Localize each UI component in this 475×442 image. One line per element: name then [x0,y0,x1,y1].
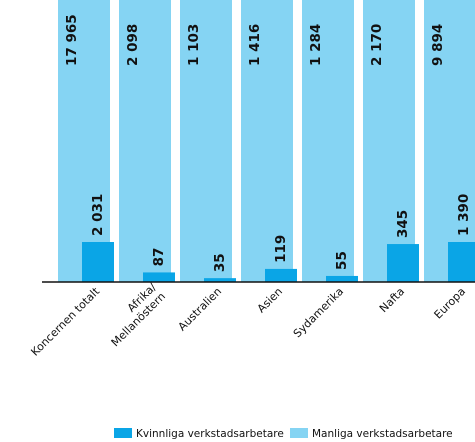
male-bar-europa [424,0,475,282]
female-value-label-australien: 35 [212,253,228,272]
female-bar-australien [204,278,236,282]
female-bar-nafta [387,244,419,282]
category-label-europa: Europa [432,285,469,322]
female-bar-asien [265,268,297,282]
category-label-nafta: Nafta [377,285,407,315]
legend: Kvinnliga verkstadsarbetare Manliga verk… [114,428,453,440]
male-bar-nafta [363,0,415,282]
female-value-label-nafta: 345 [395,210,411,238]
female-value-labels: 2 031 87 35 119 55 345 1 390 [90,194,472,272]
male-bar-afrika-mellanöstern [119,0,171,282]
male-value-label-australien: 1 103 [186,24,202,66]
male-value-label-sydamerika: 1 284 [308,24,324,66]
male-value-labels: 17 965 2 098 1 103 1 416 1 284 2 170 9 894 [64,14,446,66]
legend-swatch-female [114,428,132,438]
female-value-label-europa: 1 390 [456,194,472,236]
female-value-label-asien: 119 [273,235,289,263]
category-label-koncernen-totalt: Koncernen totalt [28,284,102,358]
female-bar-sydamerika [326,275,358,282]
male-bar-australien [180,0,232,282]
category-label-australien: Australien [176,285,225,334]
female-value-label-koncernen-totalt: 2 031 [90,194,106,236]
legend-label-female: Kvinnliga verkstadsarbetare [136,428,284,440]
legend-swatch-male [290,428,308,438]
male-bar-koncernen-totalt [58,0,110,282]
female-bars-group [82,242,475,282]
male-value-label-nafta: 2 170 [369,24,385,66]
male-bar-asien [241,0,293,282]
legend-label-male: Manliga verkstadsarbetare [312,428,453,440]
male-value-label-asien: 1 416 [247,24,263,66]
female-bar-koncernen-totalt [82,242,114,282]
category-labels: Koncernen totalt Afrika/Mellanöstern Austr… [28,280,468,358]
male-bars-group [58,0,475,282]
male-value-label-koncernen-totalt: 17 965 [64,14,80,66]
female-bar-europa [448,242,475,282]
category-label-sydamerika: Sydamerika [291,285,346,340]
category-label-afrika-mellanöstern: Afrika/Mellanöstern [100,280,169,349]
female-value-label-sydamerika: 55 [334,251,350,270]
male-value-label-europa: 9 894 [430,24,446,66]
female-value-label-afrika-mellanöstern: 87 [151,248,167,267]
male-bar-sydamerika [302,0,354,282]
female-bar-afrika-mellanöstern [143,272,175,282]
male-value-label-afrika-mellanöstern: 2 098 [125,24,141,66]
category-label-asien: Asien [255,285,285,315]
